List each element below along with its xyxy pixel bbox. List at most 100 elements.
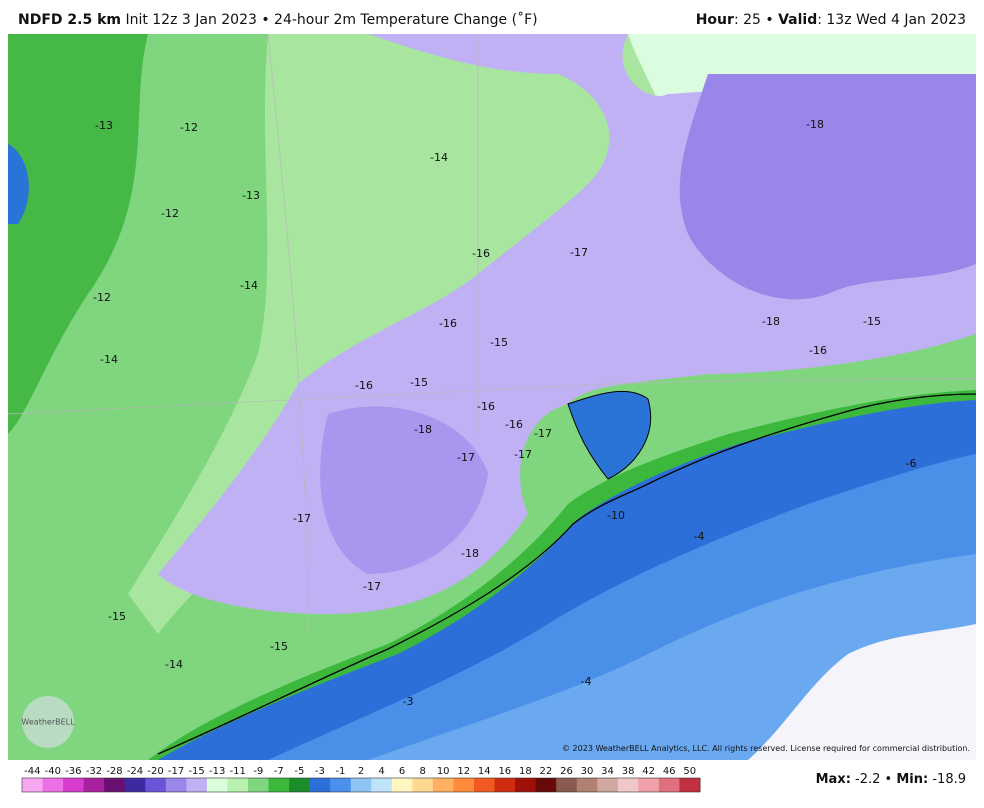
colorbar-swatch (638, 778, 660, 792)
colorbar-label: -11 (230, 766, 246, 777)
colorbar-swatch (206, 778, 228, 792)
colorbar-label: 16 (498, 766, 511, 777)
map-label: -18 (762, 315, 780, 328)
map-label: -17 (534, 427, 552, 440)
map-label: -15 (270, 640, 288, 653)
colorbar-swatch (63, 778, 85, 792)
boundaries (8, 34, 976, 635)
colorbar-label: 10 (437, 766, 450, 777)
map-label: -16 (355, 379, 373, 392)
header-right: Hour: 25 • Valid: 13z Wed 4 Jan 2023 (696, 12, 966, 28)
colorbar-frame (21, 777, 701, 793)
colorbar-label: -20 (147, 766, 163, 777)
bay (567, 390, 652, 480)
colorbar-label: -3 (315, 766, 325, 777)
logo: WeatherBELL (21, 718, 75, 727)
map-label: -16 (505, 418, 523, 431)
colorbar-label: 38 (622, 766, 635, 777)
map-label: -10 (607, 509, 625, 522)
colorbar-label: 4 (378, 766, 384, 777)
colorbar-label: 42 (642, 766, 655, 777)
colorbar-label: -9 (253, 766, 263, 777)
colorbar-swatch (289, 778, 311, 792)
map-label: -14 (430, 151, 448, 164)
map-label: -13 (242, 189, 260, 202)
colorbar-label: -15 (188, 766, 204, 777)
map-label: -16 (472, 247, 490, 260)
header: NDFD 2.5 km Init 12z 3 Jan 2023 • 24-hou… (0, 0, 984, 34)
colorbar-label: -17 (168, 766, 184, 777)
colorbar-swatch (515, 778, 537, 792)
description: Init 12z 3 Jan 2023 • 24-hour 2m Tempera… (125, 12, 538, 28)
header-left: NDFD 2.5 km Init 12z 3 Jan 2023 • 24-hou… (18, 12, 538, 28)
map-label: -15 (863, 315, 881, 328)
hour: : 25 • (733, 12, 779, 28)
map-label: -15 (490, 336, 508, 349)
colorbar-label: 8 (419, 766, 425, 777)
map-label: -15 (108, 610, 126, 623)
colorbar-swatch (617, 778, 639, 792)
colorbar-label: 46 (663, 766, 676, 777)
colorbar-label: 2 (358, 766, 364, 777)
lake (8, 144, 29, 224)
colorbar-label: -32 (86, 766, 102, 777)
min: -18.9 (932, 772, 966, 787)
model: NDFD 2.5 km (18, 12, 121, 28)
colorbar-swatch (186, 778, 208, 792)
colorbar-swatch (309, 778, 331, 792)
map-label: -13 (95, 119, 113, 132)
map-label: -6 (906, 457, 917, 470)
valid: : 13z Wed 4 Jan 2023 (817, 12, 966, 28)
map-label: -17 (293, 512, 311, 525)
colorbar-label: 22 (540, 766, 553, 777)
copyright: © 2023 WeatherBELL Analytics, LLC. All r… (562, 744, 970, 753)
colorbar-label: 14 (478, 766, 491, 777)
map-label: -15 (410, 376, 428, 389)
colorbar-swatch (350, 778, 372, 792)
map-label: -14 (165, 658, 183, 671)
map-label: -4 (694, 530, 705, 543)
colorbar-swatch (330, 778, 352, 792)
map-label: -17 (514, 448, 532, 461)
separator: • (884, 772, 893, 787)
colorbar-label: -5 (294, 766, 304, 777)
map-label: -12 (93, 291, 111, 304)
map-label: -18 (414, 423, 432, 436)
colorbar: -44 -40 -36 -32 -28 -24 -20 -17 -15 -13 -11 -9 -7 -5-… (21, 766, 701, 793)
colorbar-label: -1 (335, 766, 345, 777)
colorbar-swatch (535, 778, 557, 792)
map-label: -3 (403, 695, 414, 708)
map-label: -12 (161, 207, 179, 220)
colorbar-swatch (679, 778, 701, 792)
map-label: -18 (461, 547, 479, 560)
map-label: -17 (457, 451, 475, 464)
map: WeatherBELL © 2023 WeatherBELL Analytics… (8, 34, 976, 760)
colorbar-swatch (165, 778, 187, 792)
colorbar-swatch (248, 778, 270, 792)
map-label: -14 (240, 279, 258, 292)
purple-region (320, 406, 488, 574)
colorbar-label: 50 (683, 766, 696, 777)
map-label: -17 (363, 580, 381, 593)
colorbar-label: -24 (127, 766, 143, 777)
colorbar-swatch (227, 778, 249, 792)
valid-label: Valid (778, 12, 818, 28)
colorbar-label: -40 (45, 766, 61, 777)
colorbar-swatch (412, 778, 434, 792)
colorbar-swatch (453, 778, 475, 792)
map-label: -18 (806, 118, 824, 131)
colorbar-swatch (658, 778, 680, 792)
colorbar-label: 30 (581, 766, 594, 777)
logo-mark (22, 696, 74, 748)
colorbar-swatch (124, 778, 146, 792)
colorbar-label: -44 (24, 766, 40, 777)
max-label: Max: (815, 772, 851, 787)
colorbar-label: 6 (399, 766, 405, 777)
colorbar-label: 18 (519, 766, 532, 777)
colorbar-label: -28 (106, 766, 122, 777)
map-label: -4 (581, 675, 592, 688)
colorbar-swatch (391, 778, 413, 792)
colorbar-swatch (576, 778, 598, 792)
colorbar-label: -7 (274, 766, 284, 777)
no-data-area (748, 624, 976, 760)
